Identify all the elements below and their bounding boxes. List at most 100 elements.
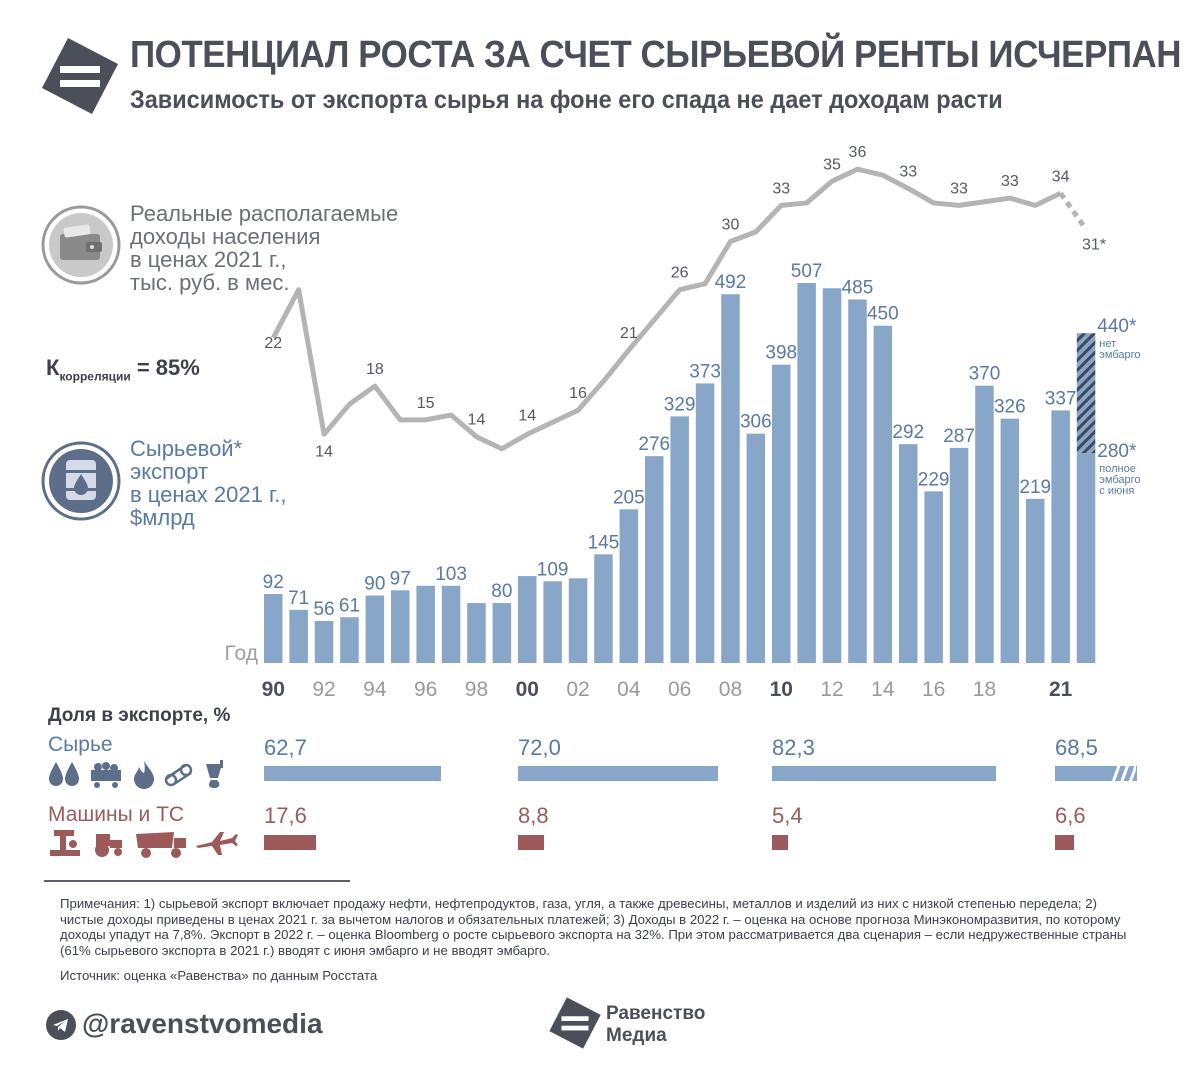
share-title: Доля в экспорте, % bbox=[48, 705, 231, 726]
export-bar-label: 56 bbox=[313, 599, 334, 620]
metal-ladle-icon bbox=[206, 760, 223, 788]
machines-row-label: Машины и ТС bbox=[48, 803, 185, 826]
raw-share-value: 72,0 bbox=[518, 735, 561, 760]
export-bar bbox=[772, 364, 791, 663]
export-bar-label: 329 bbox=[664, 394, 696, 415]
notes: Примечания: 1) сырьевой экспорт включает… bbox=[60, 896, 1127, 958]
export-bar-label: 219 bbox=[1019, 477, 1051, 498]
export-bar-label: 485 bbox=[842, 277, 874, 298]
airplane-icon bbox=[196, 832, 238, 855]
export-bar bbox=[568, 578, 588, 663]
raw-share-value: 68,5 bbox=[1055, 735, 1098, 760]
export-bar-label: 370 bbox=[969, 364, 1001, 385]
raw-icons bbox=[49, 760, 223, 789]
wallet-icon bbox=[41, 205, 121, 285]
page-subtitle: Зависимость от экспорта сырья на фоне ег… bbox=[130, 86, 1003, 114]
page-title: ПОТЕНЦИАЛ РОСТА ЗА СЧЕТ СЫРЬЕВОЙ РЕНТЫ И… bbox=[130, 34, 1182, 76]
x-tick-label: 06 bbox=[668, 678, 691, 701]
forecast-full-embargo-note: эмбарго bbox=[1099, 474, 1140, 486]
income-line-forecast bbox=[1058, 191, 1089, 231]
logs-icon bbox=[164, 763, 193, 787]
export-bar bbox=[264, 594, 283, 663]
x-tick-label: 94 bbox=[363, 678, 387, 701]
export-bar-label: 373 bbox=[689, 361, 721, 382]
export-bar bbox=[670, 416, 689, 663]
forecast-full-embargo-note: с июня bbox=[1099, 485, 1134, 497]
export-bar bbox=[924, 491, 943, 663]
x-tick-label: 90 bbox=[262, 678, 285, 701]
export-bar-label: 103 bbox=[435, 564, 467, 585]
export-bar bbox=[441, 585, 461, 663]
export-bar bbox=[543, 581, 562, 663]
brand-logo-icon bbox=[549, 997, 601, 1049]
machine-tool-icon bbox=[50, 830, 80, 856]
export-bar-label: 337 bbox=[1045, 388, 1077, 409]
machines-share-value: 17,6 bbox=[264, 803, 307, 828]
export-bar bbox=[848, 299, 867, 663]
forecast-bar-full-embargo bbox=[1076, 453, 1096, 663]
export-bar-label: 287 bbox=[943, 426, 975, 447]
export-bar bbox=[1026, 498, 1045, 663]
notes-divider bbox=[44, 880, 350, 882]
tractor-icon bbox=[95, 834, 122, 857]
export-legend-label: Сырьевой* экспорт в ценах 2021 г., $млрд bbox=[130, 436, 287, 530]
income-point-label: 14 bbox=[315, 443, 333, 460]
income-point-label: 26 bbox=[671, 265, 689, 282]
export-bar bbox=[873, 325, 893, 663]
x-axis-label: Год bbox=[225, 642, 258, 665]
machines-share-bar bbox=[264, 835, 316, 850]
x-tick-label: 02 bbox=[566, 678, 589, 701]
x-tick-label: 18 bbox=[973, 678, 996, 701]
income-line bbox=[271, 166, 1062, 452]
income-point-label: 30 bbox=[722, 217, 740, 234]
income-point-label: 22 bbox=[264, 335, 282, 352]
x-tick-label: 08 bbox=[719, 678, 742, 701]
income-point-label: 33 bbox=[899, 163, 917, 180]
export-bar-label: 97 bbox=[390, 568, 411, 589]
forecast-no-embargo-note: нет bbox=[1099, 338, 1116, 350]
export-bar bbox=[797, 283, 816, 663]
raw-row-label: Сырье bbox=[48, 733, 113, 756]
export-bar bbox=[289, 609, 308, 663]
dump-truck-icon bbox=[136, 832, 186, 858]
export-bar-label: 205 bbox=[613, 487, 645, 508]
correlation-label: Ккорреляции = 85% bbox=[46, 355, 200, 384]
gas-flame-icon bbox=[134, 761, 154, 789]
export-bar bbox=[695, 383, 715, 663]
coal-cart-icon bbox=[91, 762, 121, 788]
export-bar bbox=[492, 603, 512, 663]
telegram-handle[interactable]: @ravenstvomedia bbox=[82, 1008, 323, 1039]
income-point-label: 33 bbox=[950, 180, 968, 197]
export-bar-label: 292 bbox=[892, 422, 924, 443]
raw-share-bar bbox=[772, 766, 997, 781]
export-bar-label: 145 bbox=[588, 532, 620, 553]
machines-share-bar bbox=[518, 835, 544, 850]
export-bar-label: 109 bbox=[537, 559, 569, 580]
income-point-label: 36 bbox=[849, 144, 867, 161]
forecast-no-embargo-label: 440* bbox=[1097, 316, 1137, 337]
x-tick-label: 12 bbox=[820, 678, 843, 701]
income-point-label: 14 bbox=[518, 407, 536, 424]
income-point-label: 34 bbox=[1052, 168, 1070, 185]
export-bar bbox=[1051, 410, 1070, 663]
income-point-label: 16 bbox=[569, 385, 587, 402]
export-bar bbox=[899, 444, 918, 663]
export-bar-label: 507 bbox=[791, 261, 823, 282]
export-bar bbox=[949, 447, 969, 663]
oil-drops-icon bbox=[49, 762, 79, 786]
export-bar-label: 306 bbox=[740, 412, 772, 433]
export-bar-label: 326 bbox=[994, 397, 1026, 418]
income-point-label: 31* bbox=[1082, 236, 1106, 253]
export-bar bbox=[619, 509, 639, 663]
x-tick-label: 04 bbox=[617, 678, 641, 701]
logo-icon bbox=[42, 38, 118, 114]
raw-share-bar bbox=[264, 766, 442, 781]
export-bar bbox=[467, 603, 486, 663]
export-bar-label: 276 bbox=[638, 434, 670, 455]
income-point-label: 33 bbox=[1001, 173, 1019, 190]
machines-share-value: 8,8 bbox=[518, 803, 549, 828]
forecast-bar-no-embargo bbox=[1076, 333, 1096, 454]
telegram-icon[interactable] bbox=[46, 1010, 76, 1040]
forecast-full-embargo-note: полное bbox=[1099, 463, 1136, 475]
export-bar bbox=[594, 554, 613, 663]
